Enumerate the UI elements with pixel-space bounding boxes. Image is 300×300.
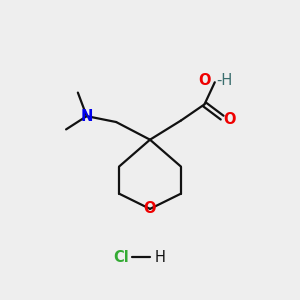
Text: O: O <box>224 112 236 128</box>
Text: N: N <box>80 109 93 124</box>
Text: O: O <box>198 73 210 88</box>
Text: O: O <box>144 201 156 216</box>
Text: H: H <box>154 250 165 265</box>
Text: Cl: Cl <box>114 250 129 265</box>
Text: -H: -H <box>216 73 232 88</box>
